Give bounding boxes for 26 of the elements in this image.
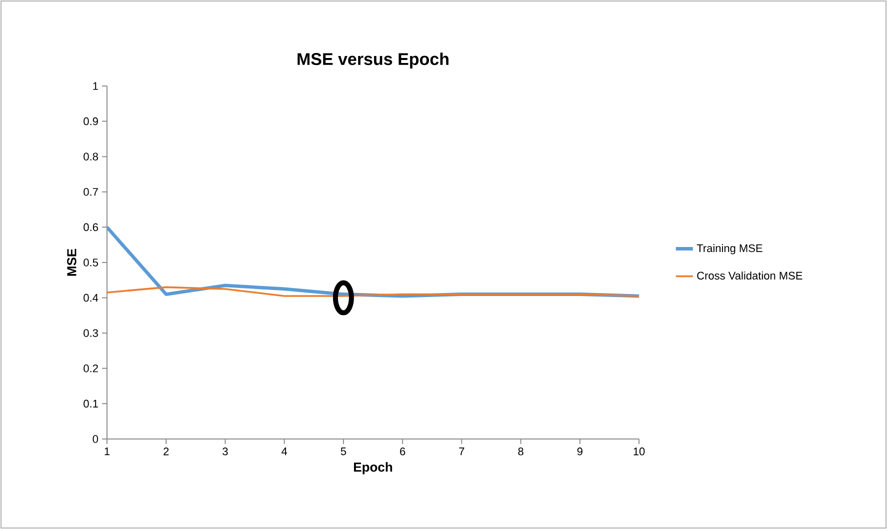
y-tick-label: 0.4	[84, 294, 98, 302]
y-tick-label: 0.6	[84, 223, 98, 232]
y-tick-label: 0.9	[84, 117, 98, 126]
x-tick-label: 6	[400, 448, 406, 456]
legend-label: Cross Validation MSE	[697, 271, 802, 280]
x-tick-label: 4	[282, 448, 288, 456]
x-tick-label: 2	[164, 448, 169, 456]
x-tick-label: 5	[340, 448, 346, 456]
x-axis-title: Epoch	[354, 462, 392, 474]
y-tick-label: 0.1	[84, 400, 98, 408]
legend-label: Training MSE	[696, 244, 762, 254]
x-tick-label: 3	[222, 448, 228, 456]
x-tick-label: 9	[577, 448, 582, 456]
x-tick-label: 1	[104, 448, 110, 456]
chart-title: MSE versus Epoch	[298, 52, 448, 68]
y-tick-label: 0	[92, 435, 98, 443]
y-tick-label: 1	[93, 82, 98, 90]
y-tick-label: 0.5	[84, 258, 98, 266]
y-tick-label: 0.8	[84, 152, 98, 160]
y-axis-title: MSE	[67, 248, 76, 276]
x-tick-label: 10	[634, 448, 645, 456]
x-tick-label: 8	[518, 448, 524, 456]
y-tick-label: 0.3	[84, 329, 98, 337]
x-tick-label: 7	[459, 448, 464, 456]
y-tick-label: 0.7	[84, 188, 98, 196]
y-tick-label: 0.2	[84, 364, 98, 372]
